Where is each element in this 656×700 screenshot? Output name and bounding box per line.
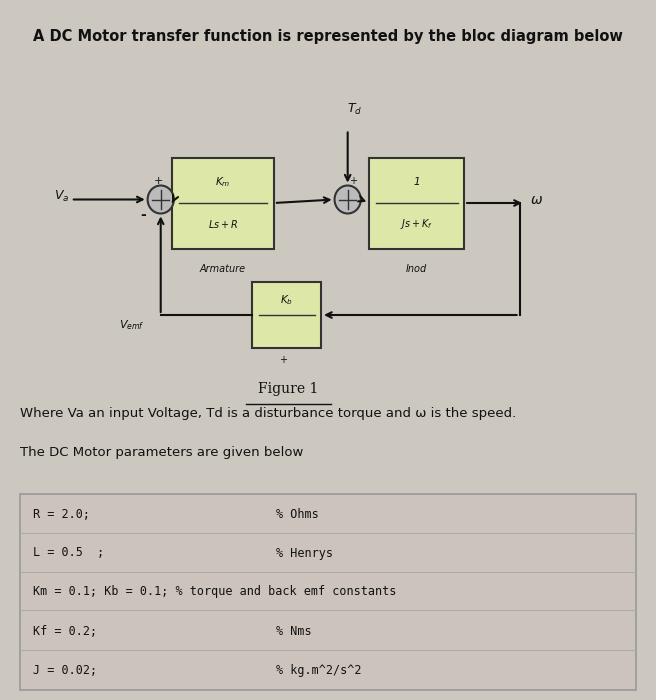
Text: R = 2.0;: R = 2.0; xyxy=(33,508,90,521)
Text: % Nms: % Nms xyxy=(276,625,311,638)
Text: Armature: Armature xyxy=(200,264,246,274)
Text: % Henrys: % Henrys xyxy=(276,547,333,559)
Text: $V_{emf}$: $V_{emf}$ xyxy=(119,318,144,332)
Text: $Ls+R$: $Ls+R$ xyxy=(208,218,238,230)
Text: $\omega$: $\omega$ xyxy=(530,193,543,206)
FancyBboxPatch shape xyxy=(172,158,274,248)
Text: +: + xyxy=(279,355,287,365)
FancyBboxPatch shape xyxy=(369,158,464,248)
Text: +: + xyxy=(349,176,357,186)
Text: $Js+K_f$: $Js+K_f$ xyxy=(400,217,433,231)
Text: $T_d$: $T_d$ xyxy=(346,102,362,117)
Text: Where Va an input Voltage, Td is a disturbance torque and ω is the speed.: Where Va an input Voltage, Td is a distu… xyxy=(20,407,516,421)
FancyBboxPatch shape xyxy=(20,494,636,690)
Text: The DC Motor parameters are given below: The DC Motor parameters are given below xyxy=(20,446,303,459)
Text: Inod: Inod xyxy=(406,264,427,274)
Circle shape xyxy=(148,186,174,214)
Text: % Ohms: % Ohms xyxy=(276,508,318,521)
Text: $V_a$: $V_a$ xyxy=(54,189,69,204)
Text: Kf = 0.2;: Kf = 0.2; xyxy=(33,625,97,638)
Text: % kg.m^2/s^2: % kg.m^2/s^2 xyxy=(276,664,361,677)
Circle shape xyxy=(335,186,361,214)
Text: Km = 0.1; Kb = 0.1; % torque and back emf constants: Km = 0.1; Kb = 0.1; % torque and back em… xyxy=(33,585,396,598)
Text: -: - xyxy=(140,208,146,222)
Text: Figure 1: Figure 1 xyxy=(258,382,319,395)
Text: A DC Motor transfer function is represented by the bloc diagram below: A DC Motor transfer function is represen… xyxy=(33,29,623,44)
Text: +: + xyxy=(154,176,163,186)
Text: $K_m$: $K_m$ xyxy=(215,175,231,189)
Text: 1: 1 xyxy=(413,177,420,187)
Text: $K_b$: $K_b$ xyxy=(280,293,293,307)
Text: L = 0.5  ;: L = 0.5 ; xyxy=(33,547,104,559)
FancyBboxPatch shape xyxy=(252,281,321,348)
Text: J = 0.02;: J = 0.02; xyxy=(33,664,97,677)
